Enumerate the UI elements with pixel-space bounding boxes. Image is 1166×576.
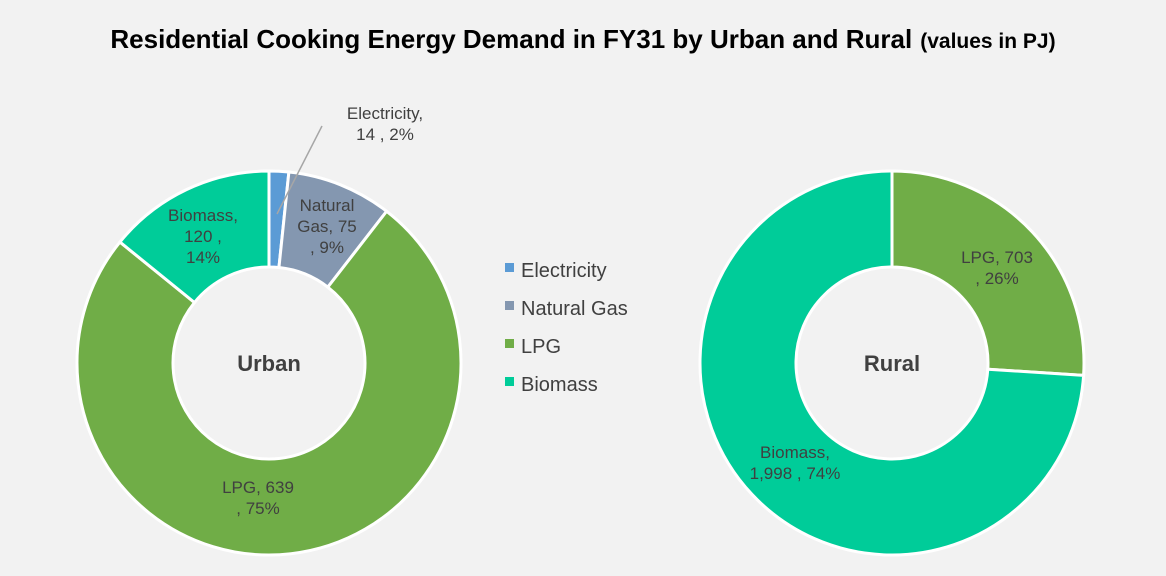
urban-data-label-natural-gas: Natural Gas, 75, 9% <box>297 196 357 257</box>
chart-title: Residential Cooking Energy Demand in FY3… <box>110 24 1055 54</box>
legend-label-biomass: Biomass <box>521 374 598 396</box>
chart-title-main: Residential Cooking Energy Demand in FY3… <box>110 24 912 54</box>
electricity-label-leader-line <box>276 125 323 215</box>
legend-label-natural-gas: Natural Gas <box>521 298 628 320</box>
legend-label-electricity: Electricity <box>521 260 607 282</box>
rural-data-label-lpg: LPG, 703, 26% <box>961 248 1033 288</box>
urban-data-label-lpg: LPG, 639, 75% <box>222 478 294 518</box>
urban-slice-lpg <box>75 209 463 557</box>
legend-item-biomass: Biomass <box>505 374 598 396</box>
rural-slice-lpg <box>890 169 1086 377</box>
legend-swatch-electricity <box>505 263 514 272</box>
legend-item-electricity: Electricity <box>505 260 607 282</box>
legend-item-natural-gas: Natural Gas <box>505 298 628 320</box>
chart-title-unit: (values in PJ) <box>920 30 1055 53</box>
legend-swatch-biomass <box>505 377 514 386</box>
legend-label-lpg: LPG <box>521 336 561 358</box>
urban-donut-chart: Electricity, 14 , 2% Natural Gas, 75, 9% LPG… <box>75 104 463 557</box>
rural-data-label-biomass: Biomass, 1,998 , 74% <box>750 443 841 483</box>
urban-slice-biomass <box>117 169 271 305</box>
rural-center-label: Rural <box>864 351 920 376</box>
legend: Electricity Natural Gas LPG Biomass <box>505 260 628 396</box>
urban-data-label-biomass: Biomass, 120 , 14% <box>168 206 238 267</box>
legend-swatch-natural-gas <box>505 301 514 310</box>
rural-donut-chart: LPG, 703, 26% Biomass, 1,998 , 74% Rural <box>698 169 1086 557</box>
rural-slice-biomass <box>698 169 1086 557</box>
urban-center-label: Urban <box>237 351 301 376</box>
legend-swatch-lpg <box>505 339 514 348</box>
legend-item-lpg: LPG <box>505 336 561 358</box>
urban-data-label-electricity: Electricity, 14 , 2% <box>347 104 423 144</box>
